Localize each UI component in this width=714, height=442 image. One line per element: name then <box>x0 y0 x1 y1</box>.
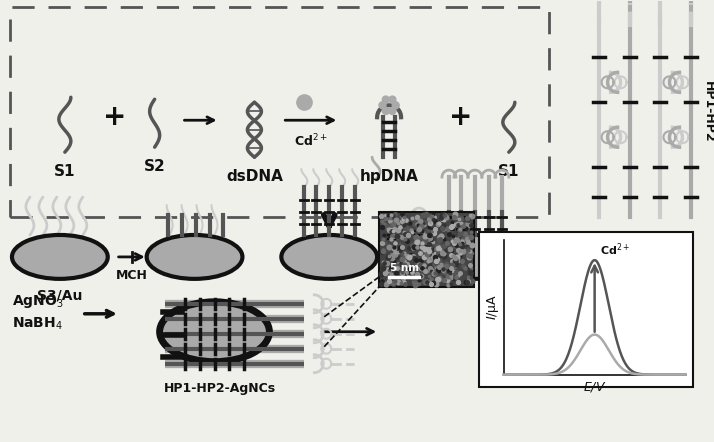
Ellipse shape <box>426 235 522 279</box>
FancyBboxPatch shape <box>479 232 693 387</box>
Circle shape <box>382 107 389 114</box>
Text: Cd$^{2+}$: Cd$^{2+}$ <box>294 132 328 149</box>
Text: Cd$^{2+}$: Cd$^{2+}$ <box>600 242 630 258</box>
Circle shape <box>389 107 396 114</box>
Text: dsDNA: dsDNA <box>226 169 283 184</box>
Text: +: + <box>103 103 126 131</box>
Ellipse shape <box>146 235 243 279</box>
Text: MCH: MCH <box>116 269 148 282</box>
Text: hpDNA: hpDNA <box>360 169 418 184</box>
Text: HP1: HP1 <box>376 252 402 262</box>
Circle shape <box>392 102 399 109</box>
Text: S1: S1 <box>498 164 520 179</box>
Circle shape <box>389 96 396 103</box>
Ellipse shape <box>160 302 269 362</box>
Text: AgNO$_3$: AgNO$_3$ <box>12 293 64 310</box>
Text: HP1-HP2: HP1-HP2 <box>702 81 714 143</box>
Ellipse shape <box>12 235 108 279</box>
Text: +: + <box>449 103 473 131</box>
Text: NaBH$_4$: NaBH$_4$ <box>12 316 63 332</box>
Text: HP1-HP2-AgNCs: HP1-HP2-AgNCs <box>164 381 276 395</box>
Text: HP2: HP2 <box>409 248 435 258</box>
Text: $E$/V: $E$/V <box>583 380 606 394</box>
FancyBboxPatch shape <box>379 212 474 287</box>
Text: S3/Au: S3/Au <box>37 289 83 303</box>
Ellipse shape <box>281 235 377 279</box>
Text: S2: S2 <box>144 159 166 174</box>
Text: S1: S1 <box>54 164 76 179</box>
Text: $I$/μA: $I$/μA <box>485 294 501 320</box>
Circle shape <box>379 102 386 109</box>
Text: 5 nm: 5 nm <box>390 263 418 273</box>
Circle shape <box>382 96 389 103</box>
